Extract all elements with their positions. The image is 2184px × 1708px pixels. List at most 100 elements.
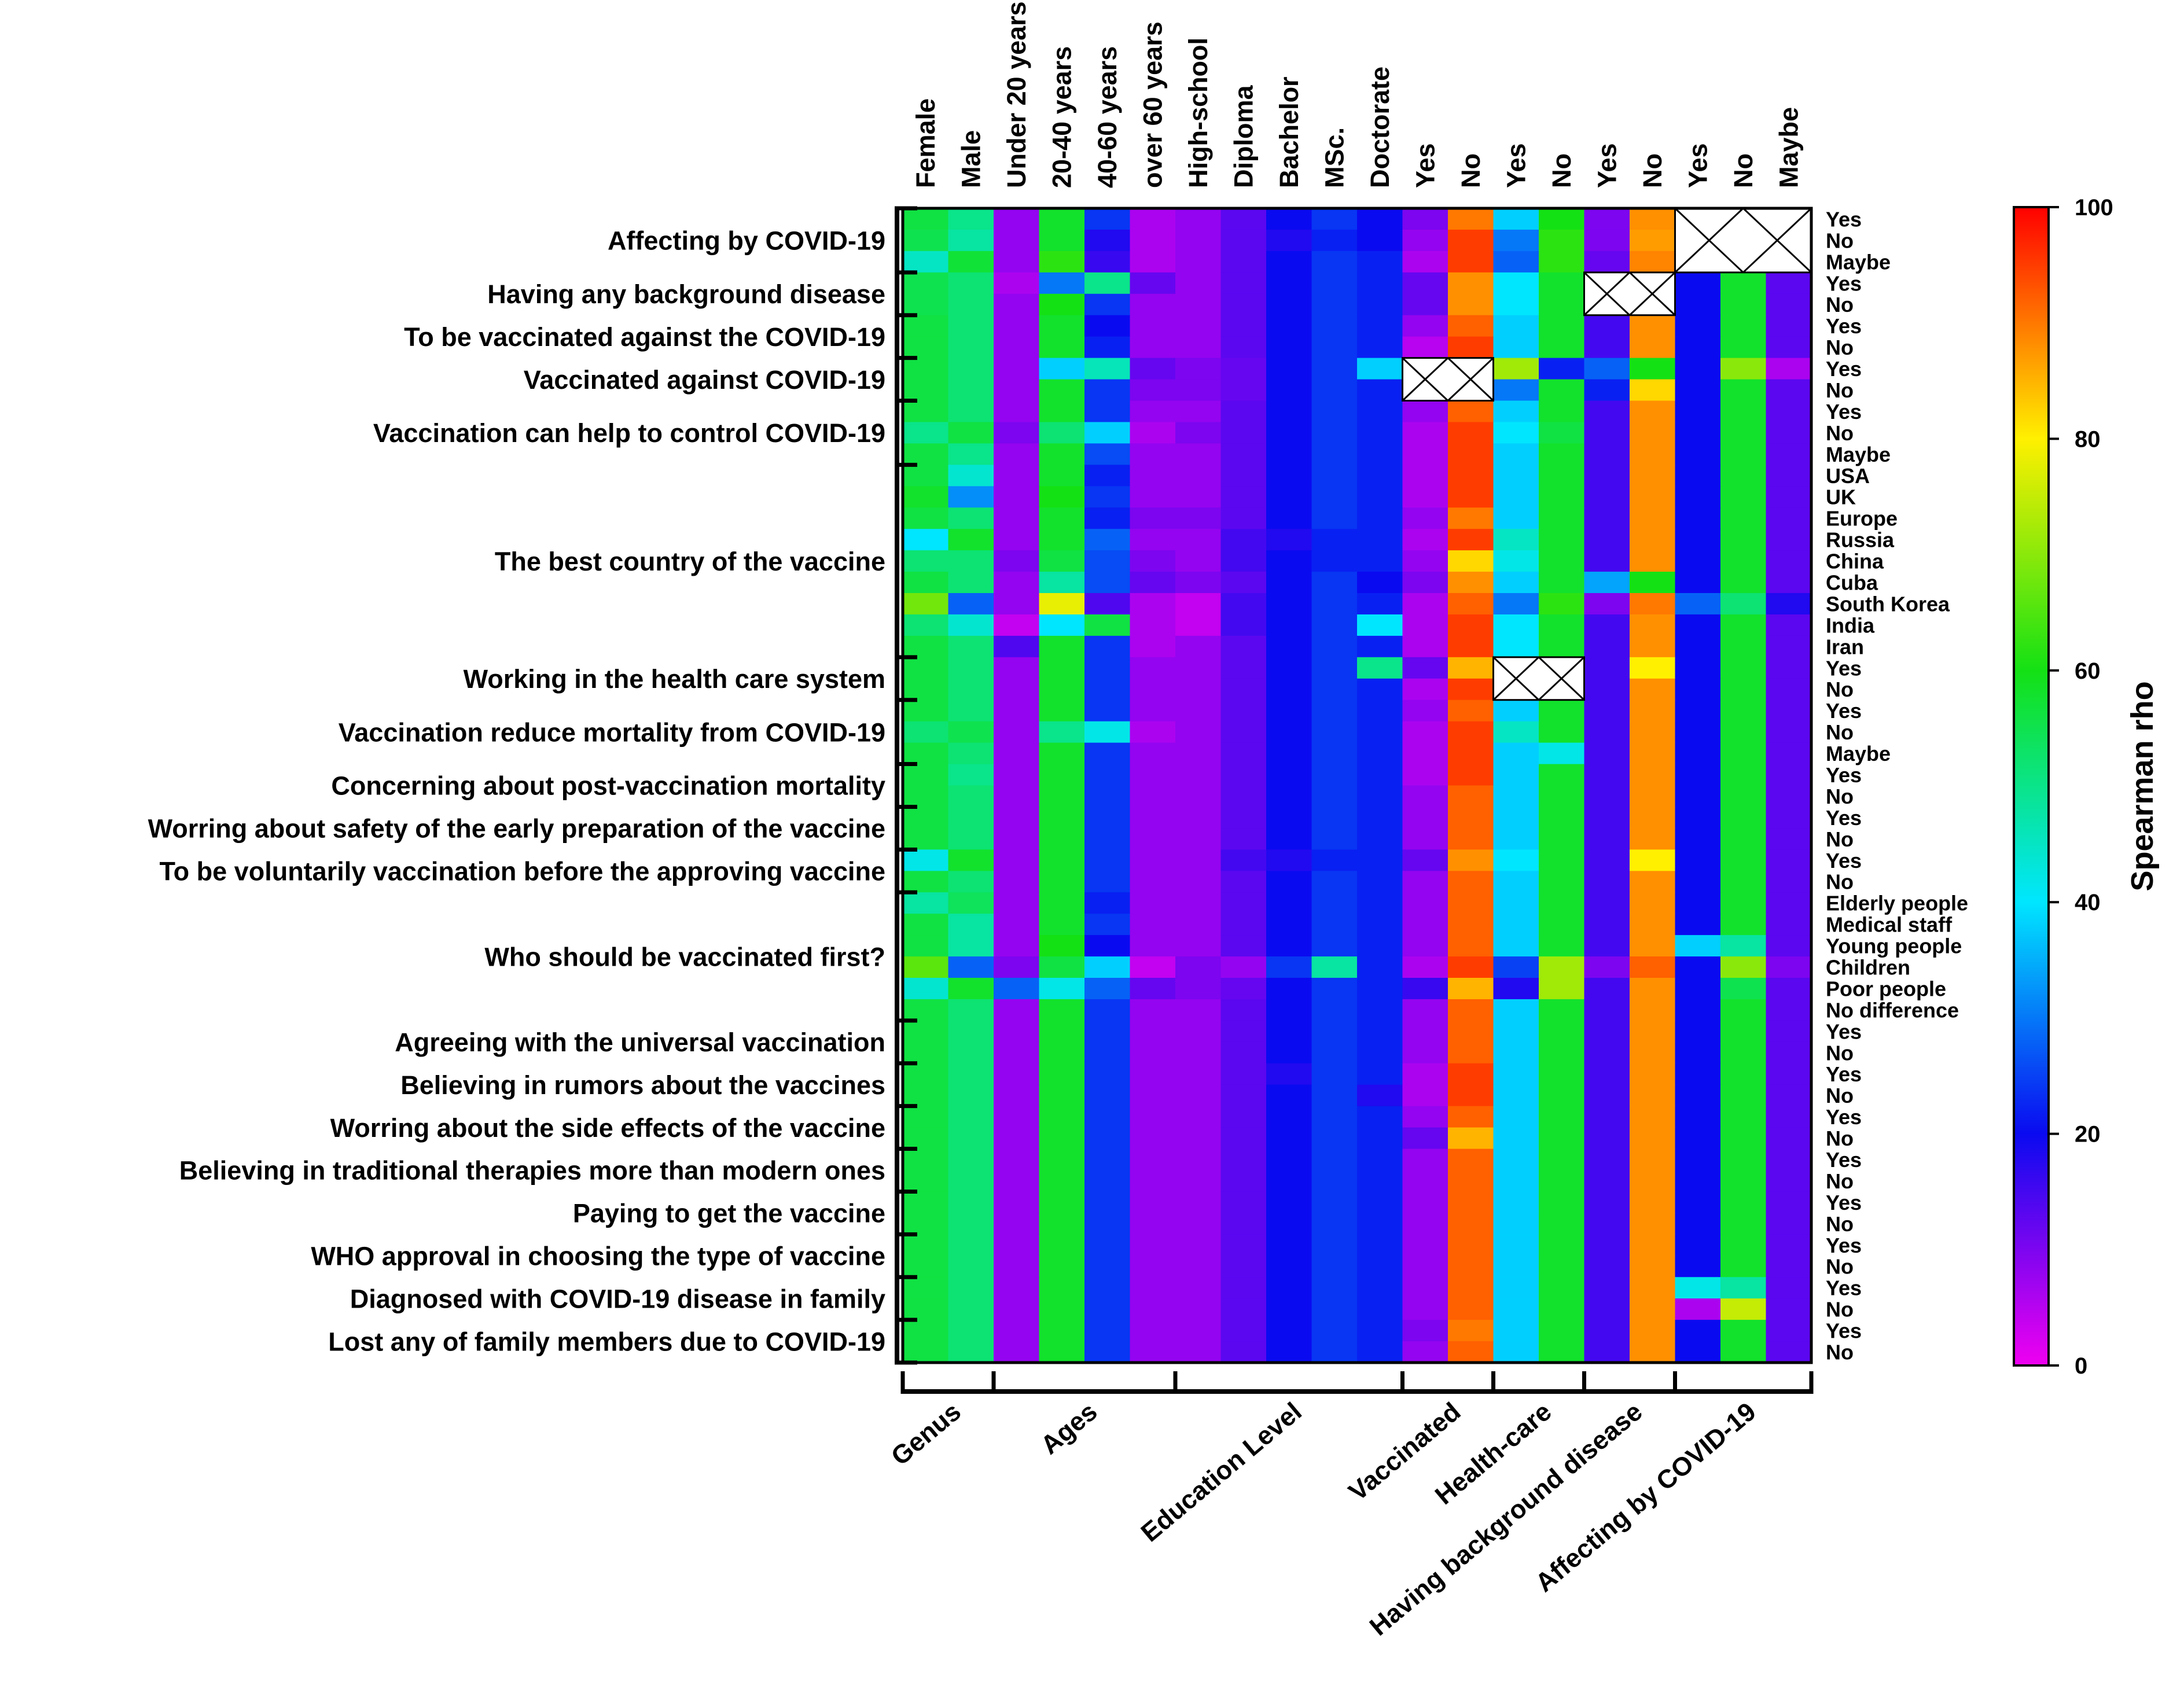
heatmap-cell <box>994 1298 1040 1320</box>
heatmap-cell <box>1266 614 1312 636</box>
heatmap-cell <box>1039 828 1085 850</box>
heatmap-cell <box>1766 1341 1812 1363</box>
heatmap-cell <box>1675 1234 1721 1256</box>
heatmap-cell <box>1720 593 1767 615</box>
heatmap-cell <box>1630 336 1676 359</box>
heatmap-cell <box>1130 700 1176 722</box>
heatmap-cell <box>1630 486 1676 508</box>
heatmap-cell <box>1039 764 1085 786</box>
heatmap-cell <box>1357 1170 1403 1192</box>
heatmap-cell <box>1175 208 1222 230</box>
heatmap-cell <box>1448 593 1494 615</box>
heatmap-cell <box>1675 379 1721 402</box>
heatmap-cell <box>1448 1127 1494 1150</box>
heatmap-cell <box>1630 229 1676 252</box>
heatmap-cell <box>1720 892 1767 914</box>
heatmap-cell <box>994 593 1040 615</box>
heatmap-cell <box>1175 1020 1222 1043</box>
heatmap-cell <box>1130 978 1176 1000</box>
heatmap-cell <box>1266 315 1312 337</box>
heatmap-cell <box>1357 443 1403 465</box>
heatmap-cell <box>903 914 949 936</box>
row-label: No <box>1826 1084 1854 1107</box>
row-label: No <box>1826 870 1854 894</box>
heatmap-cell <box>1357 529 1403 551</box>
heatmap-cell <box>1130 1234 1176 1256</box>
heatmap-cell <box>903 400 949 423</box>
heatmap-cell <box>1311 1277 1358 1299</box>
heatmap-cell <box>994 572 1040 594</box>
heatmap-cell <box>1084 272 1131 295</box>
heatmap-cell <box>1630 507 1676 529</box>
heatmap-cell <box>1675 336 1721 359</box>
heatmap-cell <box>994 871 1040 893</box>
row-group-label: WHO approval in choosing the type of vac… <box>311 1242 885 1271</box>
heatmap-cell <box>1039 956 1085 978</box>
heatmap-cell <box>1311 465 1358 487</box>
heatmap-cell <box>1766 999 1812 1021</box>
heatmap-cell <box>1448 978 1494 1000</box>
heatmap-cell <box>994 1149 1040 1171</box>
row-label: Yes <box>1826 1062 1862 1086</box>
row-label: USA <box>1826 464 1870 488</box>
row-label: No <box>1826 785 1854 808</box>
heatmap-cell <box>1493 529 1539 551</box>
row-label: Yes <box>1826 314 1862 338</box>
heatmap-cell <box>1175 978 1222 1000</box>
heatmap-cell <box>1720 465 1767 487</box>
heatmap-cell <box>1039 400 1085 423</box>
heatmap-cell <box>1766 1020 1812 1043</box>
heatmap-cell <box>1220 1341 1267 1363</box>
heatmap-cell <box>1175 1277 1222 1299</box>
heatmap-cell <box>1584 978 1630 1000</box>
heatmap-cell <box>1357 635 1403 658</box>
heatmap-cell <box>1584 1256 1630 1278</box>
heatmap-cell <box>994 721 1040 743</box>
heatmap-cell <box>1766 293 1812 316</box>
column-label: Diploma <box>1229 85 1259 188</box>
heatmap-cell <box>1311 1106 1358 1128</box>
heatmap-cell <box>1084 1213 1131 1235</box>
heatmap-cell <box>1448 336 1494 359</box>
heatmap-cell <box>1357 1256 1403 1278</box>
heatmap-cell <box>1357 550 1403 572</box>
heatmap-cell <box>1402 443 1448 465</box>
heatmap-cell <box>1130 486 1176 508</box>
heatmap-cell <box>1675 785 1721 808</box>
heatmap-cell <box>994 293 1040 316</box>
heatmap-cell <box>1130 1298 1176 1320</box>
heatmap-cell <box>1493 764 1539 786</box>
row-label: China <box>1826 550 1884 573</box>
heatmap-cell <box>1130 400 1176 423</box>
heatmap-cell <box>1448 1213 1494 1235</box>
heatmap-cell <box>1266 871 1312 893</box>
heatmap-cell <box>948 550 994 572</box>
heatmap-cell <box>1039 914 1085 936</box>
heatmap-cell <box>1175 871 1222 893</box>
heatmap-cell <box>1448 315 1494 337</box>
heatmap-cell <box>1175 229 1222 252</box>
heatmap-cell <box>1220 293 1267 316</box>
heatmap-cell <box>1402 1127 1448 1150</box>
heatmap-cell <box>1720 400 1767 423</box>
heatmap-cell <box>1584 465 1630 487</box>
column-group-label: Affecting by COVID-19 <box>1529 1397 1762 1598</box>
heatmap-cell <box>1220 678 1267 701</box>
heatmap-cell <box>1220 550 1267 572</box>
heatmap-cell <box>994 422 1040 444</box>
column-label: Female <box>911 98 940 188</box>
heatmap-cell <box>1539 935 1585 957</box>
heatmap-cell <box>1720 443 1767 465</box>
row-label: Yes <box>1826 849 1862 873</box>
heatmap-cell <box>1493 572 1539 594</box>
heatmap-cell <box>1630 358 1676 380</box>
heatmap-cell <box>1266 1063 1312 1085</box>
heatmap-cell <box>1539 742 1585 765</box>
heatmap-cell <box>1539 1277 1585 1299</box>
heatmap-cell <box>1584 400 1630 423</box>
heatmap-cell <box>903 935 949 957</box>
heatmap-cell <box>1084 550 1131 572</box>
heatmap-cell <box>1357 336 1403 359</box>
heatmap-cell <box>1493 422 1539 444</box>
heatmap-cell <box>1130 999 1176 1021</box>
